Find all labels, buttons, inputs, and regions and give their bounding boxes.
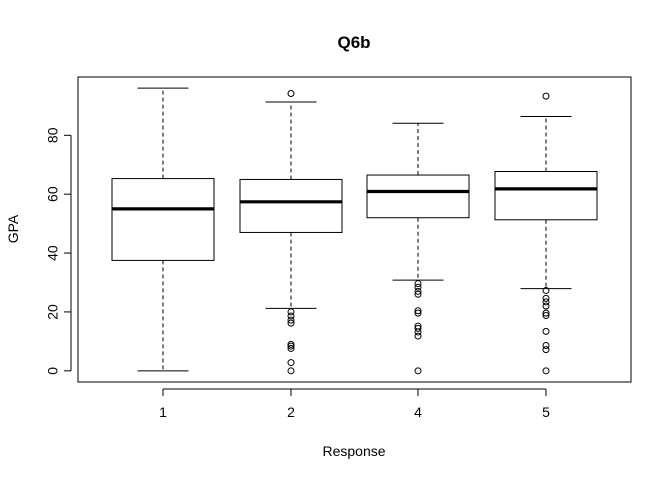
outlier-point	[287, 359, 295, 367]
outlier-point	[542, 298, 550, 306]
box-group-4	[366, 122, 470, 375]
y-tick-label: 80	[45, 127, 61, 143]
x-tick-label: 1	[159, 404, 167, 420]
box-group-1	[111, 87, 215, 372]
y-axis-label: GPA	[5, 214, 21, 243]
outlier-point	[287, 319, 295, 327]
iqr-box	[494, 171, 598, 221]
outlier-point	[414, 322, 422, 330]
outlier-point	[287, 340, 295, 348]
outlier-point	[414, 287, 422, 295]
outlier-point	[414, 332, 422, 340]
outlier-point	[542, 309, 550, 317]
y-tick-label: 40	[45, 245, 61, 261]
outlier-point	[414, 324, 422, 332]
outlier-point	[414, 367, 422, 375]
outlier-point	[414, 280, 422, 288]
outlier-point	[542, 346, 550, 354]
x-tick-label: 2	[287, 404, 295, 420]
outlier-point	[542, 92, 550, 100]
iqr-box	[239, 178, 343, 233]
box-group-2	[239, 89, 343, 375]
outlier-point	[414, 307, 422, 315]
outlier-point	[287, 367, 295, 375]
outlier-point	[414, 283, 422, 291]
iqr-box	[366, 174, 470, 219]
outlier-point	[287, 308, 295, 316]
outlier-point	[542, 367, 550, 375]
plot-frame	[77, 76, 632, 383]
x-axis-label: Response	[322, 443, 385, 459]
y-tick-label: 60	[45, 186, 61, 202]
outlier-point	[542, 327, 550, 335]
outlier-point	[287, 344, 295, 352]
outlier-point	[542, 294, 550, 302]
outlier-point	[542, 286, 550, 294]
x-tick-label: 4	[414, 404, 422, 420]
outlier-point	[414, 290, 422, 298]
outlier-point	[287, 312, 295, 320]
outlier-point	[414, 309, 422, 317]
y-tick-label: 20	[45, 304, 61, 320]
outlier-point	[287, 316, 295, 324]
y-tick-label: 0	[45, 367, 61, 375]
y-axis: 0 20 40 60 80	[45, 127, 72, 375]
x-axis: 1 2 4 5	[159, 388, 550, 420]
x-tick-label: 5	[542, 404, 550, 420]
outlier-point	[542, 302, 550, 310]
box-group-5	[494, 92, 598, 375]
outlier-point	[542, 311, 550, 319]
outlier-point	[287, 89, 295, 97]
chart-title: Q6b	[337, 33, 370, 52]
iqr-box	[111, 178, 215, 261]
boxes	[111, 87, 598, 375]
outlier-point	[542, 341, 550, 349]
